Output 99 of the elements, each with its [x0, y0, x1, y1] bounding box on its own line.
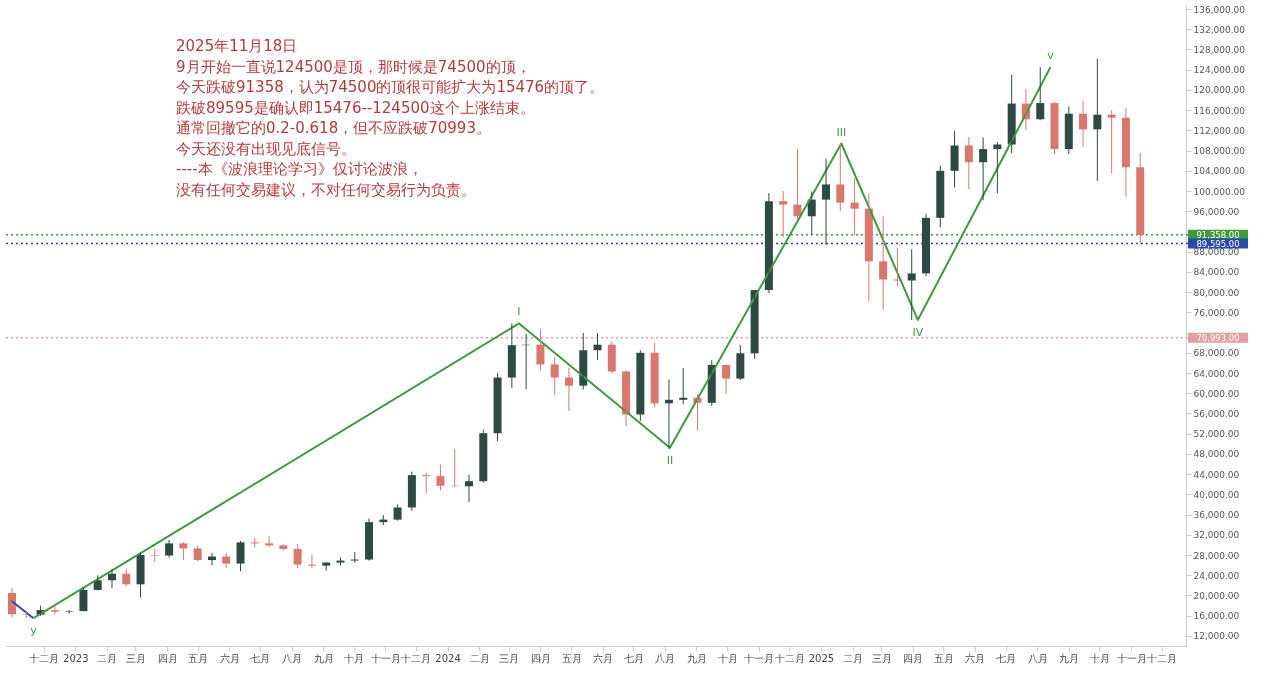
x-tick-label: 六月: [965, 652, 986, 664]
y-tick-label: 88,000.00: [1193, 247, 1240, 258]
annotation: I: [517, 305, 521, 319]
x-tick-label: 十月: [717, 652, 738, 664]
candlestick: [50, 603, 59, 615]
x-tick-label: 九月: [686, 652, 707, 664]
x-tick-label: 三月: [499, 652, 520, 664]
x-tick-label: 五月: [188, 652, 209, 664]
x-tick-label: 四月: [903, 652, 924, 664]
ref-line-label: 70,993.00: [1196, 332, 1240, 343]
x-tick-label: 七月: [250, 652, 271, 664]
x-tick-label: 十一月: [370, 652, 401, 664]
y-tick-label: 68,000.00: [1193, 348, 1240, 359]
annotation: IV: [912, 325, 924, 339]
candlestick: [150, 548, 159, 563]
x-tick-label: 2024: [435, 652, 461, 664]
x-tick-label: 十二月: [1147, 652, 1178, 664]
candlestick: [736, 344, 745, 381]
y-tick-label: 104,000.00: [1193, 166, 1246, 177]
y-tick-label: 100,000.00: [1193, 186, 1246, 197]
x-tick-label: 八月: [1027, 652, 1048, 664]
x-tick-label: 四月: [157, 652, 178, 664]
annotation: 通常回撤它的0.2-0.618，但不应跌破70993。: [176, 119, 491, 137]
y-tick-label: 36,000.00: [1193, 510, 1240, 521]
x-tick-label: 四月: [530, 652, 551, 664]
y-tick-label: 52,000.00: [1193, 429, 1240, 440]
candlestick: [550, 356, 559, 396]
candlestick: [436, 464, 445, 491]
annotation: 今天还没有出现见底信号。: [176, 139, 356, 158]
y-tick-label: 32,000.00: [1193, 530, 1240, 541]
annotation: 2025年11月18日: [176, 37, 298, 55]
x-tick-label: 十月: [1089, 652, 1110, 664]
x-tick-label: 六月: [593, 652, 614, 664]
x-tick-label: 二月: [469, 652, 490, 664]
x-tick-label: 二月: [97, 652, 118, 664]
y-tick-label: 96,000.00: [1193, 206, 1240, 217]
x-tick-label: 十二月: [29, 652, 60, 664]
x-tick-label: 五月: [933, 652, 954, 664]
x-tick-label: 十二月: [401, 652, 432, 664]
x-tick-label: 六月: [219, 652, 240, 664]
x-tick-label: 十二月: [774, 652, 805, 664]
x-tick-label: 八月: [282, 652, 303, 664]
x-tick-label: 七月: [623, 652, 644, 664]
y-tick-label: 120,000.00: [1193, 85, 1246, 96]
y-tick-label: 60,000.00: [1193, 388, 1240, 399]
y-tick-label: 64,000.00: [1193, 368, 1240, 379]
y-tick-label: 132,000.00: [1193, 24, 1246, 35]
candlestick: [293, 543, 302, 569]
y-tick-label: 124,000.00: [1193, 65, 1246, 76]
y-tick-label: 12,000.00: [1193, 631, 1240, 642]
x-tick-label: 二月: [843, 652, 864, 664]
x-tick-label: 九月: [313, 652, 334, 664]
annotation: y: [30, 624, 38, 638]
x-tick-label: 五月: [561, 652, 582, 664]
candlestick: [907, 248, 916, 321]
x-tick-label: 八月: [655, 652, 676, 664]
x-tick-label: 九月: [1059, 652, 1080, 664]
candlestick: [236, 540, 245, 572]
y-tick-label: 20,000.00: [1193, 590, 1240, 601]
y-tick-label: 28,000.00: [1193, 550, 1240, 561]
y-tick-label: 84,000.00: [1193, 267, 1240, 278]
annotation: II: [666, 453, 674, 467]
annotation: ----本《波浪理论学习》仅讨论波浪，: [176, 160, 423, 178]
y-tick-label: 16,000.00: [1193, 611, 1240, 622]
x-tick-label: 七月: [996, 652, 1017, 664]
x-tick-label: 三月: [871, 652, 892, 664]
y-tick-label: 116,000.00: [1193, 105, 1246, 116]
y-tick-label: 136,000.00: [1193, 4, 1246, 15]
y-tick-label: 80,000.00: [1193, 287, 1240, 298]
ref-line-label: 89,595.00: [1196, 238, 1240, 249]
y-tick-label: 108,000.00: [1193, 146, 1246, 157]
annotation: 没有任何交易建议，不对任何交易行为负责。: [176, 180, 476, 199]
y-tick-label: 56,000.00: [1193, 408, 1240, 419]
y-tick-label: 40,000.00: [1193, 489, 1240, 500]
x-tick-label: 三月: [125, 652, 146, 664]
annotation: 今天跌破91358，认为74500的顶很可能扩大为15476的顶了。: [176, 78, 605, 96]
x-tick-label: 2023: [63, 652, 89, 664]
annotation: III: [836, 125, 847, 139]
y-tick-label: 24,000.00: [1193, 570, 1240, 581]
x-tick-label: 2025: [808, 652, 835, 664]
x-tick-label: 十月: [344, 652, 365, 664]
ref-line-label: 91,358.00: [1196, 229, 1240, 240]
annotation: 9月开始一直说124500是顶，那时候是74500的顶，: [176, 57, 531, 76]
annotation: v: [1047, 49, 1055, 63]
annotation: 跌破89595是确认即15476--124500这个上涨结束。: [176, 98, 535, 117]
candlestick: [893, 247, 902, 287]
candlestick: [193, 545, 202, 562]
x-tick-label: 十一月: [744, 652, 775, 664]
x-tick-label: 十一月: [1116, 652, 1147, 664]
candlestick: [279, 543, 288, 551]
candlestick: [779, 190, 788, 239]
candlestick: [393, 503, 402, 522]
y-tick-label: 112,000.00: [1193, 125, 1246, 136]
candlestick: [836, 143, 845, 212]
y-tick-label: 128,000.00: [1193, 44, 1246, 55]
y-tick-label: 48,000.00: [1193, 449, 1240, 460]
y-tick-label: 44,000.00: [1193, 469, 1240, 480]
candlestick: [65, 609, 74, 615]
y-tick-label: 76,000.00: [1193, 307, 1240, 318]
